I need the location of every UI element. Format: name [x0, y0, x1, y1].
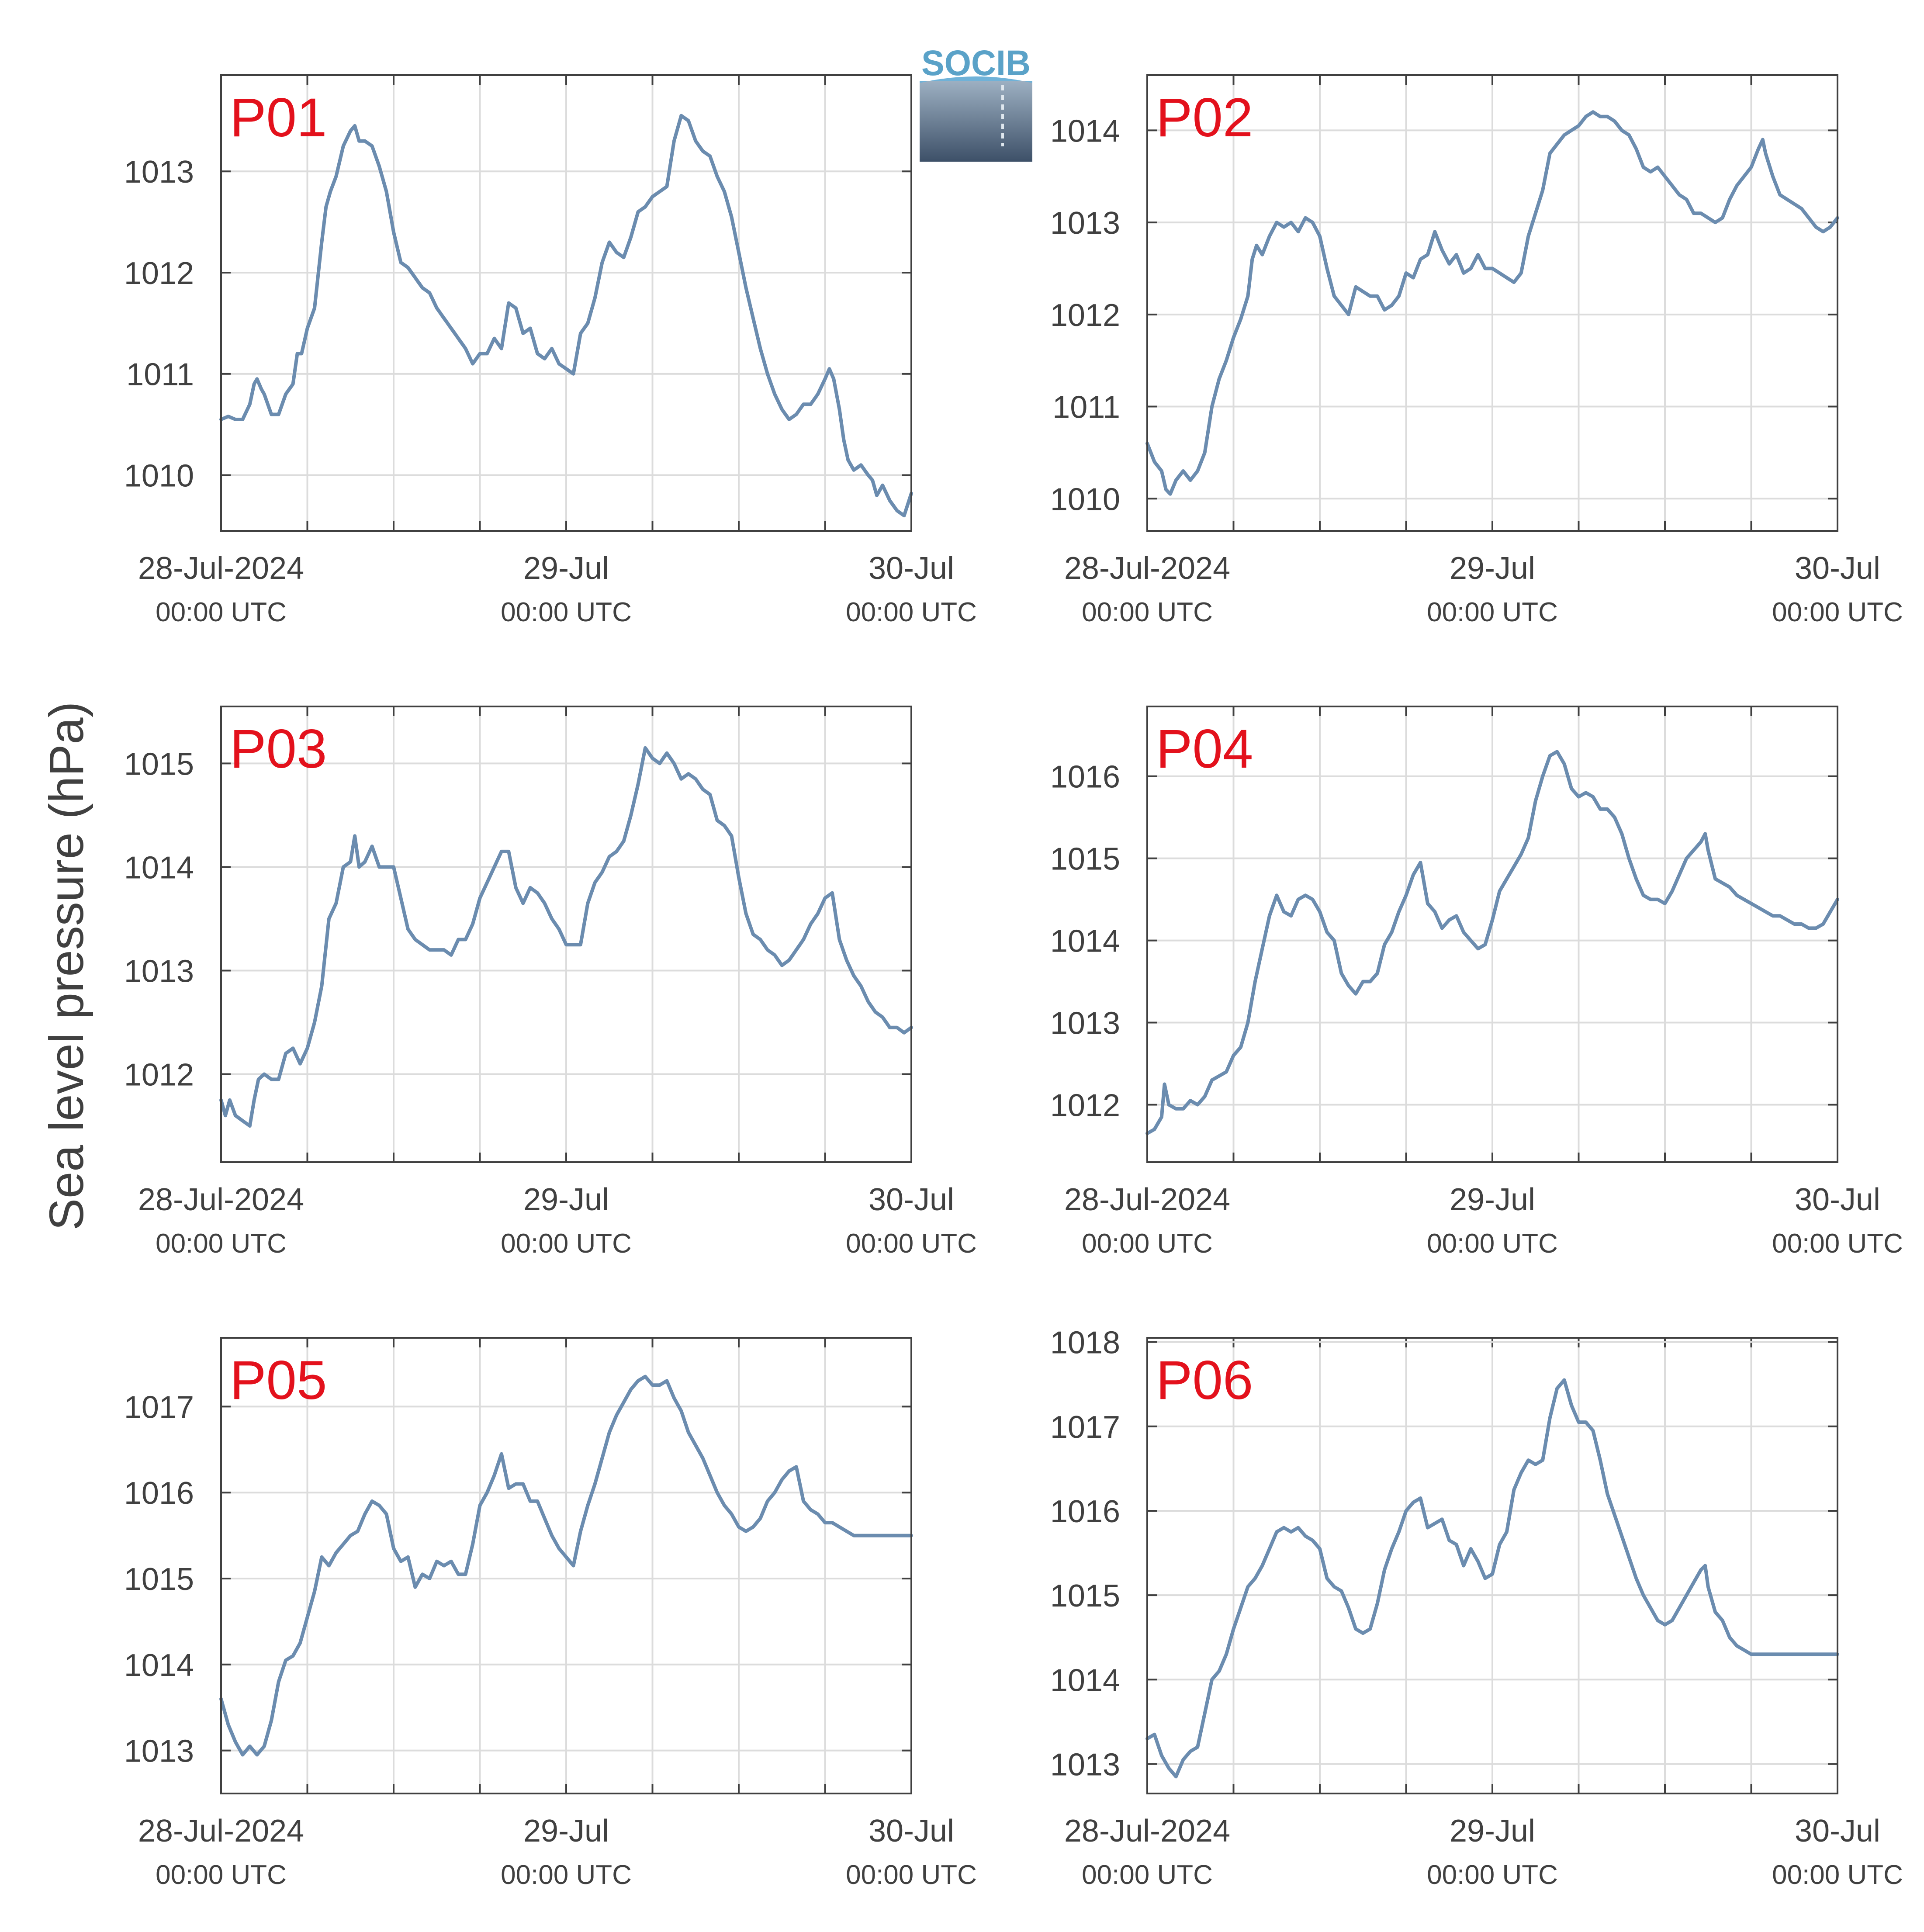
y-tick-label: 1012: [124, 256, 194, 291]
plot-frame: [1146, 1337, 1838, 1794]
x-time-label: 00:00 UTC: [846, 1860, 977, 1890]
pressure-series-line: [1145, 750, 1839, 1136]
pressure-series-line: [219, 746, 913, 1128]
chart-panel-p01: 1010 1011 1012 1013 P01 28-Jul-2024 00:00 UTC 2…: [124, 74, 977, 627]
y-tick-label: 1012: [1050, 1088, 1120, 1123]
x-time-label: 00:00 UTC: [846, 597, 977, 627]
y-tick-label: 1010: [124, 459, 194, 494]
x-time-label: 00:00 UTC: [501, 1229, 632, 1259]
x-time-label: 00:00 UTC: [156, 1229, 287, 1259]
x-date-label: 30-Jul: [1795, 1182, 1880, 1217]
x-date-label: 28-Jul-2024: [138, 1814, 304, 1849]
chart-panel-p05: 1013 1014 1015 1016 1017 P05 28-Jul-2024 00:00 …: [124, 1337, 977, 1890]
y-axis-label: Sea level pressure (hPa): [40, 702, 93, 1231]
x-time-label: 00:00 UTC: [1082, 1860, 1213, 1890]
y-tick-label: 1014: [124, 850, 194, 885]
pressure-series-line: [1145, 1378, 1839, 1779]
panel-label: P02: [1156, 87, 1253, 148]
y-tick-label: 1017: [1050, 1410, 1120, 1445]
x-time-label: 00:00 UTC: [1082, 597, 1213, 627]
y-tick-label: 1014: [124, 1648, 194, 1683]
x-date-label: 28-Jul-2024: [1064, 1814, 1230, 1849]
x-date-label: 28-Jul-2024: [138, 551, 304, 586]
y-tick-label: 1013: [124, 155, 194, 190]
y-tick-label: 1018: [1050, 1326, 1120, 1361]
x-date-label: 30-Jul: [869, 1814, 954, 1849]
pressure-series-line: [219, 1375, 913, 1757]
y-tick-label: 1015: [124, 747, 194, 782]
x-time-label: 00:00 UTC: [156, 1860, 287, 1890]
x-date-label: 29-Jul: [1450, 551, 1535, 586]
y-tick-label: 1016: [1050, 760, 1120, 795]
panel-label: P03: [230, 719, 327, 779]
x-time-label: 00:00 UTC: [1082, 1229, 1213, 1259]
x-time-label: 00:00 UTC: [1427, 1860, 1558, 1890]
y-tick-label: 1013: [1050, 206, 1120, 241]
x-date-label: 30-Jul: [1795, 1814, 1880, 1849]
chart-panels: 1010 1011 1012 1013 P01 28-Jul-2024 00:00 UTC 2…: [124, 74, 1903, 1890]
panel-label: P05: [230, 1350, 327, 1411]
pressure-series-line: [1145, 110, 1839, 496]
x-time-label: 00:00 UTC: [1772, 597, 1903, 627]
y-tick-label: 1011: [126, 357, 194, 392]
logo-text: SOCIB: [921, 43, 1031, 83]
logo-wave: [920, 76, 1032, 83]
x-date-label: 30-Jul: [869, 1182, 954, 1217]
plot-frame: [220, 74, 912, 532]
x-time-label: 00:00 UTC: [1427, 597, 1558, 627]
logo-gradient-box: [920, 81, 1032, 162]
plot-frame: [220, 706, 912, 1163]
x-time-label: 00:00 UTC: [501, 1860, 632, 1890]
y-tick-label: 1015: [1050, 1579, 1120, 1613]
y-tick-label: 1013: [1050, 1006, 1120, 1041]
x-time-label: 00:00 UTC: [846, 1229, 977, 1259]
x-date-label: 29-Jul: [523, 551, 609, 586]
x-date-label: 28-Jul-2024: [1064, 1182, 1230, 1217]
x-date-label: 30-Jul: [1795, 551, 1880, 586]
x-date-label: 28-Jul-2024: [138, 1182, 304, 1217]
panel-label: P01: [230, 87, 327, 148]
socib-logo: SOCIB: [920, 43, 1032, 162]
y-tick-label: 1016: [1050, 1494, 1120, 1529]
y-tick-label: 1013: [124, 1734, 194, 1769]
y-tick-label: 1012: [124, 1058, 194, 1093]
x-date-label: 29-Jul: [1450, 1182, 1535, 1217]
plot-frame: [1146, 706, 1838, 1163]
x-time-label: 00:00 UTC: [1772, 1229, 1903, 1259]
y-tick-label: 1015: [124, 1562, 194, 1597]
plot-frame: [1146, 74, 1838, 532]
panel-label: P04: [1156, 719, 1253, 779]
chart-panel-p02: 1010 1011 1012 1013 1014 P02 28-Jul-2024 00:00 …: [1050, 74, 1903, 627]
x-date-label: 29-Jul: [1450, 1814, 1535, 1849]
panel-label: P06: [1156, 1350, 1253, 1411]
y-tick-label: 1014: [1050, 924, 1120, 959]
y-tick-label: 1017: [124, 1390, 194, 1425]
y-tick-label: 1014: [1050, 114, 1120, 149]
x-time-label: 00:00 UTC: [1427, 1229, 1558, 1259]
x-date-label: 30-Jul: [869, 551, 954, 586]
pressure-series-line: [219, 114, 913, 518]
chart-panel-p03: 1012 1013 1014 1015 P03 28-Jul-2024 00:00 UTC 2…: [124, 706, 977, 1259]
x-date-label: 29-Jul: [523, 1182, 609, 1217]
y-tick-label: 1013: [124, 954, 194, 989]
y-tick-label: 1014: [1050, 1663, 1120, 1698]
y-tick-label: 1015: [1050, 842, 1120, 877]
y-tick-label: 1012: [1050, 298, 1120, 333]
y-tick-label: 1013: [1050, 1747, 1120, 1782]
x-date-label: 28-Jul-2024: [1064, 551, 1230, 586]
x-time-label: 00:00 UTC: [1772, 1860, 1903, 1890]
x-time-label: 00:00 UTC: [156, 597, 287, 627]
chart-panel-p06: 1013 1014 1015 1016 1017 1018 P06 28-Jul-2024 00…: [1050, 1326, 1903, 1890]
chart-panel-p04: 1012 1013 1014 1015 1016 P04 28-Jul-2024 00:00 …: [1050, 706, 1903, 1259]
y-tick-label: 1010: [1050, 482, 1120, 517]
y-tick-label: 1011: [1052, 390, 1120, 425]
x-time-label: 00:00 UTC: [501, 597, 632, 627]
y-tick-label: 1016: [124, 1476, 194, 1511]
plot-frame: [220, 1337, 912, 1794]
x-date-label: 29-Jul: [523, 1814, 609, 1849]
